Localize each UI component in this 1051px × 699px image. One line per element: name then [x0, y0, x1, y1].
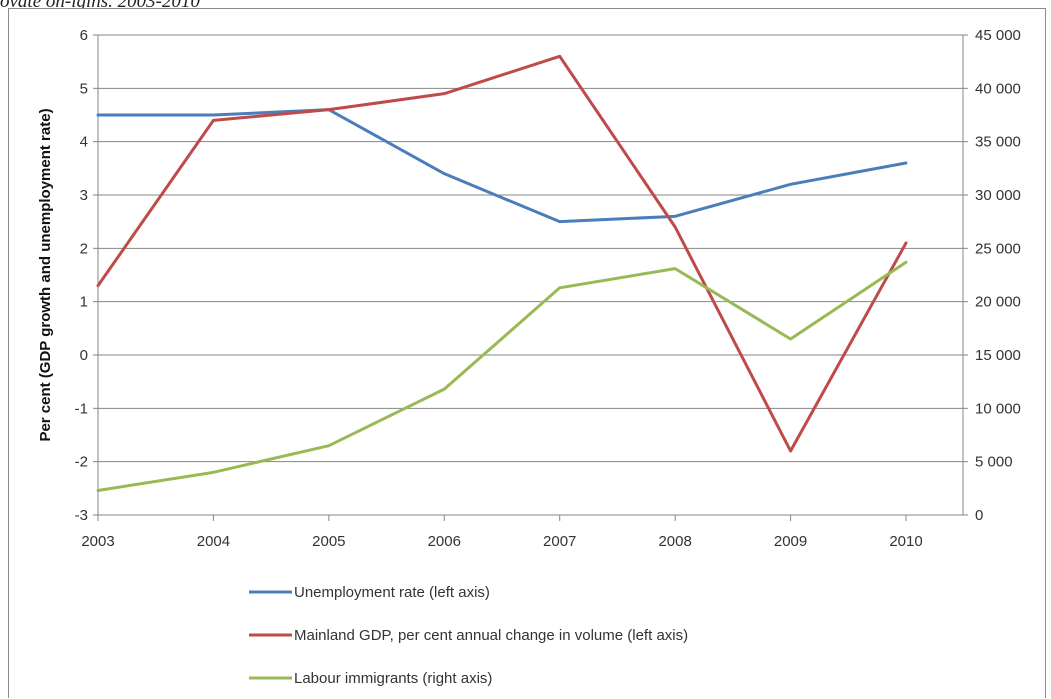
right-tick-label: 0: [975, 507, 983, 524]
left-tick-label: -3: [75, 507, 88, 524]
left-tick-label: 4: [80, 134, 88, 151]
left-axis-ticks: 6 5 4 3 2 1 0 -1 -2 -3: [75, 27, 88, 524]
x-tick-label: 2009: [774, 533, 807, 550]
right-tick-label: 30 000: [975, 187, 1021, 204]
chart-frame: 6 5 4 3 2 1 0 -1 -2 -3 45 000 40 000 35 000 30 000 25…: [8, 8, 1046, 698]
right-tick-label: 45 000: [975, 27, 1021, 44]
x-tick-label: 2004: [197, 533, 230, 550]
right-tick-label: 15 000: [975, 347, 1021, 364]
line-chart: 6 5 4 3 2 1 0 -1 -2 -3 45 000 40 000 35 000 30 000 25…: [37, 27, 1021, 687]
x-tick-label: 2010: [889, 533, 922, 550]
left-tick-label: 1: [80, 294, 88, 311]
right-tick-label: 35 000: [975, 134, 1021, 151]
left-tick-label: -2: [75, 454, 88, 471]
left-tick-label: -1: [75, 400, 88, 417]
left-tick-label: 0: [80, 347, 88, 364]
right-axis-ticks: 45 000 40 000 35 000 30 000 25 000 20 000 15 0…: [975, 27, 1021, 524]
right-tick-label: 5 000: [975, 454, 1013, 471]
left-tick-label: 5: [80, 80, 88, 97]
x-axis-ticks: 2003 2004 2005 2006 2007 2008 2009 2010: [81, 533, 922, 550]
left-tick-label: 6: [80, 27, 88, 44]
y-axis-label: Per cent (GDP growth and unemployment ra…: [37, 108, 54, 441]
right-tick-label: 20 000: [975, 294, 1021, 311]
legend-entry: Mainland GDP, per cent annual change in …: [294, 627, 688, 644]
series-line-3: [96, 260, 908, 492]
x-tick-label: 2003: [81, 533, 114, 550]
x-tick-label: 2008: [658, 533, 691, 550]
right-tick-label: 10 000: [975, 400, 1021, 417]
gridlines: [98, 34, 963, 516]
legend-entry: Labour immigrants (right axis): [294, 670, 492, 687]
right-tick-label: 25 000: [975, 240, 1021, 257]
x-tick-label: 2005: [312, 533, 345, 550]
left-tick-label: 2: [80, 240, 88, 257]
right-tick-label: 40 000: [975, 80, 1021, 97]
left-tick-label: 3: [80, 187, 88, 204]
axes: [93, 34, 968, 521]
x-tick-label: 2007: [543, 533, 576, 550]
x-tick-label: 2006: [428, 533, 461, 550]
series-lines: [96, 54, 908, 492]
series-line-1: [96, 108, 908, 224]
series-line-2: [96, 54, 908, 453]
legend-entry: Unemployment rate (left axis): [294, 584, 490, 601]
legend: Unemployment rate (left axis) Mainland GD…: [249, 584, 688, 687]
